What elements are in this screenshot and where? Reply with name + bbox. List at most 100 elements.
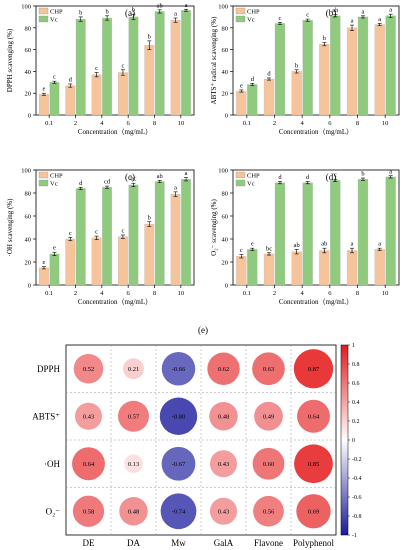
correlation-value: 0.43 bbox=[83, 414, 94, 421]
correlation-circle bbox=[209, 450, 238, 478]
significance-letter: c bbox=[240, 247, 243, 254]
x-tick-label: 8 bbox=[356, 290, 359, 297]
significance-letter: c bbox=[95, 65, 98, 72]
y-tick-label: 60 bbox=[222, 214, 229, 221]
bar-vc bbox=[102, 187, 112, 286]
x-axis-label: Concentration（mg/mL） bbox=[279, 128, 353, 136]
significance-letter: d bbox=[251, 76, 255, 83]
x-tick-label: 10 bbox=[178, 290, 185, 297]
bar-vc bbox=[385, 15, 396, 116]
correlation-value: 0.69 bbox=[308, 509, 319, 516]
bar-vc bbox=[247, 84, 258, 116]
x-tick-label: 10 bbox=[382, 120, 389, 127]
correlation-value: 0.21 bbox=[128, 366, 139, 373]
x-tick-label: 0.1 bbox=[45, 120, 53, 127]
significance-letter: a bbox=[185, 170, 188, 177]
significance-letter: c bbox=[279, 15, 282, 22]
correlation-circle bbox=[160, 493, 197, 530]
y-tick-label: 60 bbox=[25, 47, 32, 54]
bar-chp bbox=[91, 74, 102, 116]
significance-letter: d bbox=[69, 76, 73, 83]
correlation-value: 0.13 bbox=[128, 461, 139, 468]
significance-letter: a bbox=[362, 8, 365, 15]
bar-chp bbox=[170, 193, 181, 286]
bar-chp bbox=[118, 236, 128, 286]
bar-chp bbox=[39, 267, 49, 286]
y-tick-label: 60 bbox=[222, 47, 229, 54]
bar-vc bbox=[49, 253, 60, 286]
panel-label: (d) bbox=[326, 172, 337, 182]
colorbar-tick-label: 0 bbox=[352, 438, 355, 444]
legend-label: Vc bbox=[247, 17, 255, 24]
y-tick-label: 20 bbox=[222, 91, 229, 98]
significance-letter: c bbox=[95, 229, 98, 236]
bar-vc bbox=[49, 82, 60, 116]
y-tick-label: 80 bbox=[25, 191, 32, 198]
plot-frame bbox=[35, 5, 195, 116]
y-tick-label: 20 bbox=[25, 260, 32, 267]
column-label: Polyphenol bbox=[293, 538, 335, 548]
correlation-value: 0.57 bbox=[128, 414, 140, 421]
correlation-value: 0.87 bbox=[308, 366, 320, 373]
bar-chp bbox=[291, 251, 302, 286]
correlation-value: 0.56 bbox=[263, 509, 275, 516]
correlation-circle bbox=[252, 447, 285, 480]
bar-vc bbox=[154, 181, 165, 286]
significance-letter: a bbox=[174, 10, 177, 17]
y-tick-label: 20 bbox=[222, 260, 229, 267]
significance-letter: e bbox=[42, 259, 45, 266]
legend-swatch bbox=[235, 7, 246, 15]
legend-label: Vc bbox=[50, 17, 58, 24]
legend-swatch bbox=[38, 15, 49, 23]
x-tick-label: 4 bbox=[301, 290, 305, 297]
significance-letter: b bbox=[105, 8, 108, 15]
bar-chp bbox=[236, 90, 247, 116]
y-tick-label: 100 bbox=[21, 168, 31, 175]
correlation-circle bbox=[293, 349, 334, 389]
significance-letter: d bbox=[306, 174, 310, 181]
correlation-circle bbox=[254, 401, 283, 431]
correlation-value: -0.66 bbox=[172, 366, 186, 373]
row-label: ·OH bbox=[44, 459, 60, 469]
column-label: DA bbox=[127, 538, 140, 548]
significance-letter: bc bbox=[130, 176, 136, 183]
significance-letter: ab bbox=[157, 2, 163, 9]
y-axis-label: O₂⁻ scavenging (%) bbox=[210, 199, 218, 256]
bar-chp bbox=[144, 223, 155, 286]
colorbar-tick-label: -0.8 bbox=[352, 514, 362, 520]
correlation-circle bbox=[124, 454, 143, 474]
row-label: ABTS⁺ bbox=[32, 411, 60, 421]
x-tick-label: 2 bbox=[273, 290, 276, 297]
colorbar-tick-label: 0.6 bbox=[352, 381, 360, 387]
bar-vc bbox=[181, 10, 191, 116]
bar-vc bbox=[357, 179, 369, 286]
significance-letter: a bbox=[389, 7, 392, 14]
bar-chp bbox=[346, 27, 358, 116]
row-label: DPPH bbox=[37, 364, 61, 374]
row-label: O₂⁻ bbox=[46, 506, 61, 516]
correlation-value: 0.63 bbox=[263, 366, 274, 373]
correlation-value: 0.52 bbox=[83, 366, 94, 373]
bar-chp bbox=[374, 249, 385, 286]
correlation-value: -0.67 bbox=[172, 461, 186, 468]
bar-chp bbox=[39, 94, 49, 116]
y-axis-label: ·OH scavenging (%) bbox=[6, 198, 14, 257]
correlation-value: 0.48 bbox=[128, 509, 139, 516]
significance-letter: a bbox=[389, 168, 392, 175]
significance-letter: e bbox=[251, 241, 254, 248]
x-tick-label: 2 bbox=[74, 120, 77, 127]
x-tick-label: 0.1 bbox=[243, 120, 251, 127]
bar-chp bbox=[263, 253, 275, 286]
correlation-value: 0.49 bbox=[263, 414, 274, 421]
bar-chp bbox=[319, 250, 330, 286]
legend-swatch bbox=[235, 171, 246, 179]
y-tick-label: 100 bbox=[21, 4, 31, 11]
significance-letter: a bbox=[185, 2, 188, 9]
bar-vc bbox=[385, 176, 396, 286]
legend-swatch bbox=[38, 179, 49, 187]
bar-vc bbox=[302, 182, 313, 286]
bar-chp bbox=[65, 85, 76, 116]
x-tick-label: 2 bbox=[74, 290, 77, 297]
